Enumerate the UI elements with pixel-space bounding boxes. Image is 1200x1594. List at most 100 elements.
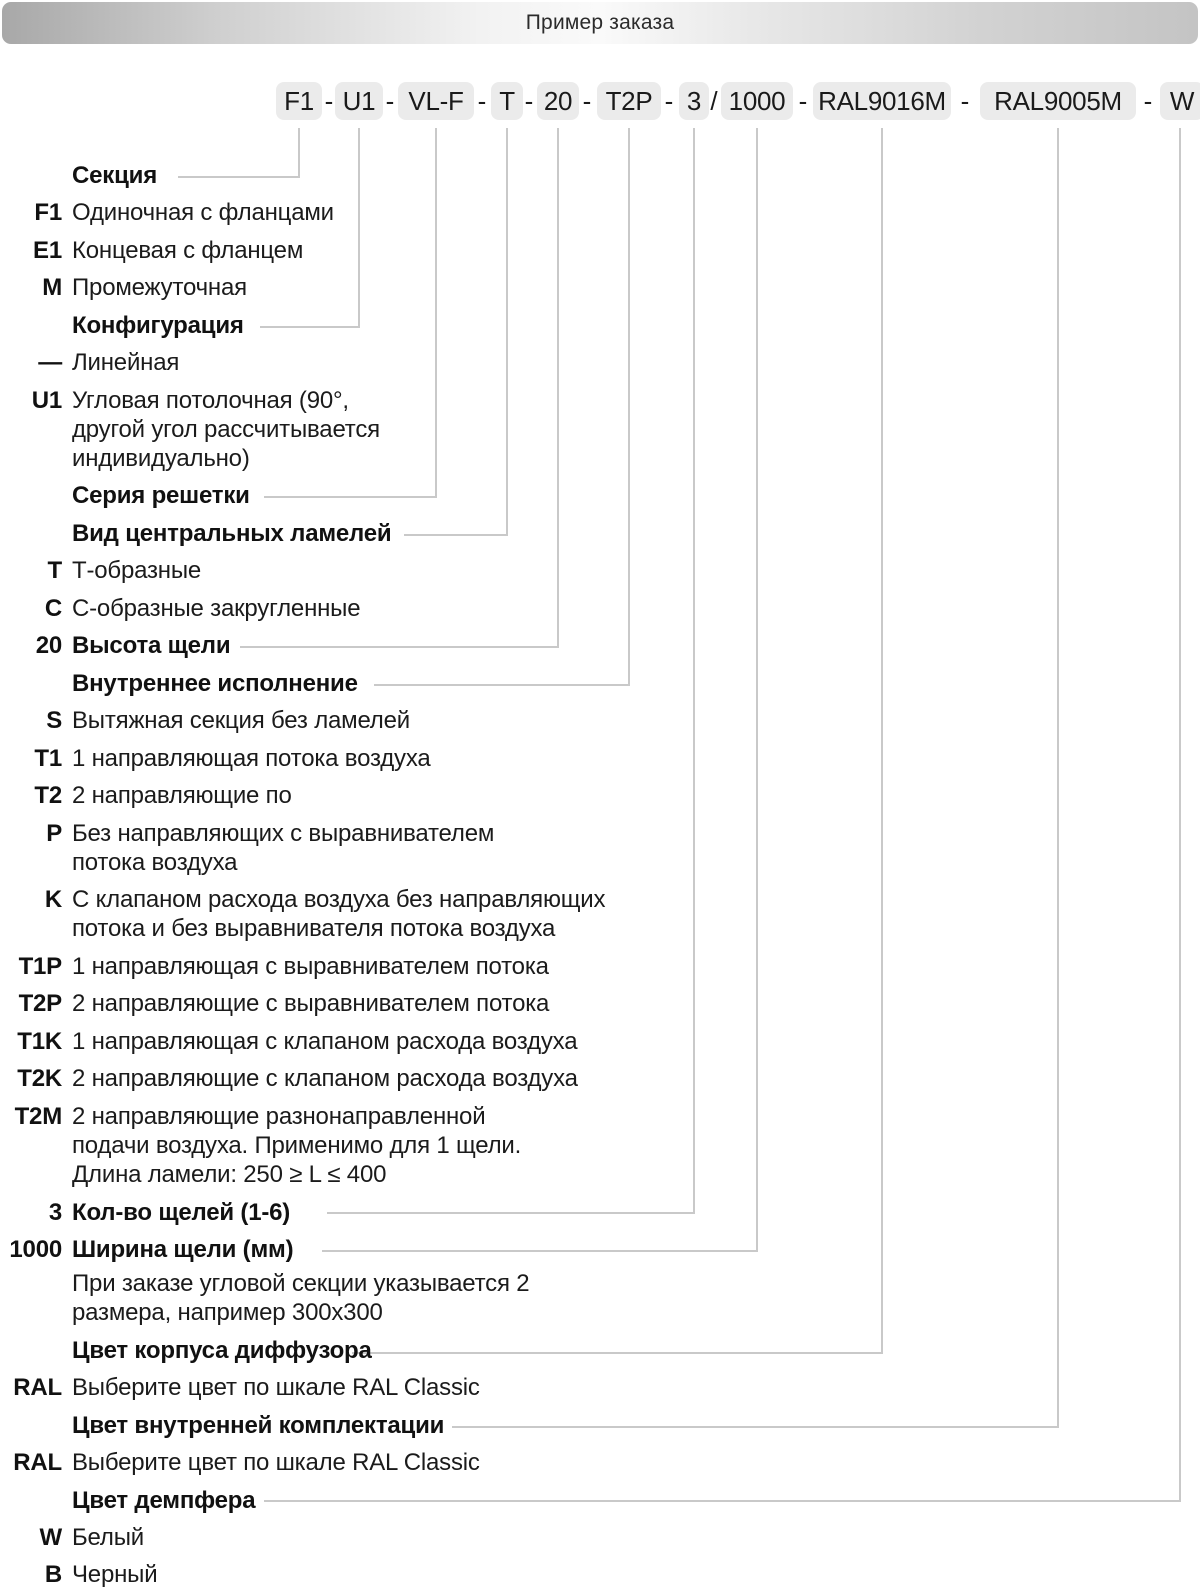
- code-box-inner: T2P: [597, 82, 661, 120]
- connector-line-slot-width: [322, 128, 758, 1252]
- legend-text: Выберите цвет по шкале RAL Classic: [72, 1374, 480, 1401]
- legend-row: — Линейная: [0, 348, 1200, 378]
- legend-row: C С-образные закругленные: [0, 594, 1200, 624]
- legend-row: RAL Выберите цвет по шкале RAL Classic: [0, 1373, 1200, 1403]
- code-box-lamella: T: [491, 82, 523, 120]
- legend-code: F1: [34, 199, 62, 226]
- connector-line-series: [264, 128, 437, 498]
- code-separator: -: [798, 85, 808, 116]
- code-box-series: VL-F: [398, 82, 474, 120]
- legend-row: T Т-образные: [0, 556, 1200, 586]
- legend-text: Серия решетки: [72, 482, 250, 509]
- legend-row-continuation: Длина ламели: 250 ≥ L ≤ 400: [0, 1160, 1200, 1190]
- legend-text: Угловая потолочная (90°,: [72, 387, 349, 414]
- legend-row-continuation: другой угол рассчитывается: [0, 415, 1200, 445]
- code-box-damper: W: [1160, 82, 1200, 120]
- code-separator: -: [524, 85, 534, 116]
- legend-code: T2K: [17, 1065, 62, 1092]
- legend-text: Одиночная с фланцами: [72, 199, 334, 226]
- legend-row: U1 Угловая потолочная (90°,: [0, 386, 1200, 416]
- legend-heading-row: Цвет корпуса диффузора: [0, 1336, 1200, 1366]
- connector-line-damper-color: [264, 128, 1181, 1502]
- legend-text: При заказе угловой секции указывается 2: [72, 1270, 530, 1297]
- code-separator: -: [664, 85, 674, 116]
- legend-text: Конфигурация: [72, 312, 244, 339]
- connector-line-inner-color: [452, 128, 1059, 1428]
- code-box-config: U1: [335, 82, 383, 120]
- legend-text: Цвет демпфера: [72, 1487, 256, 1514]
- legend-text: другой угол рассчитывается: [72, 416, 380, 443]
- legend-text: 2 направляющие с клапаном расхода воздух…: [72, 1065, 578, 1092]
- legend-text: Линейная: [72, 349, 180, 376]
- page-title: Пример заказа: [525, 11, 675, 34]
- legend-code: P: [46, 820, 62, 847]
- code-separator: -: [582, 85, 592, 116]
- connector-line-lamella-type: [404, 128, 508, 536]
- code-separator: -: [1143, 85, 1153, 116]
- legend-heading-row: 3 Кол-во щелей (1-6): [0, 1198, 1200, 1228]
- legend-text: Цвет корпуса диффузора: [72, 1337, 372, 1364]
- legend-text: Кол-во щелей (1-6): [72, 1199, 291, 1226]
- legend-note-row: При заказе угловой секции указывается 2: [0, 1269, 1200, 1299]
- code-box-body-color: RAL9016M: [813, 82, 951, 120]
- legend-text: потока воздуха: [72, 849, 238, 876]
- legend-heading-row: Вид центральных ламелей: [0, 519, 1200, 549]
- legend-heading-row: 20 Высота щели: [0, 631, 1200, 661]
- legend-heading-row: 1000 Ширина щели (мм): [0, 1235, 1200, 1265]
- legend-text: Высота щели: [72, 632, 231, 659]
- legend-row: T1K 1 направляющая с клапаном расхода воз…: [0, 1027, 1200, 1057]
- legend-text: Ширина щели (мм): [72, 1236, 294, 1263]
- legend-code: T2M: [14, 1103, 63, 1130]
- legend-heading-row: Конфигурация: [0, 311, 1200, 341]
- legend-row-continuation: потока воздуха: [0, 848, 1200, 878]
- connector-line-body-color: [352, 128, 883, 1354]
- legend-row: T2M 2 направляющие разнонаправленной: [0, 1102, 1200, 1132]
- legend-text: Выберите цвет по шкале RAL Classic: [72, 1449, 480, 1476]
- legend-heading-row: Серия решетки: [0, 481, 1200, 511]
- code-box-height: 20: [537, 82, 579, 120]
- code-box-slots: 3: [679, 82, 709, 120]
- legend-text: 2 направляющие по: [72, 782, 292, 809]
- legend-text: 2 направляющие разнонаправленной: [72, 1103, 486, 1130]
- legend-text: подачи воздуха. Применимо для 1 щели.: [72, 1132, 522, 1159]
- legend-heading-row: Цвет демпфера: [0, 1486, 1200, 1516]
- legend-row: T1 1 направляющая потока воздуха: [0, 744, 1200, 774]
- legend-code: M: [42, 274, 62, 301]
- legend-code: RAL: [13, 1374, 62, 1401]
- legend-code: 20: [35, 632, 62, 659]
- connector-line-slot-count: [327, 128, 695, 1214]
- section-title-bar: Пример заказа: [2, 2, 1198, 44]
- legend-text: Длина ламели: 250 ≥ L ≤ 400: [72, 1161, 387, 1188]
- legend-row: T2 2 направляющие по: [0, 781, 1200, 811]
- legend-text: 2 направляющие с выравнивателем потока: [72, 990, 550, 1017]
- legend-code: W: [39, 1524, 63, 1551]
- legend-text: Секция: [72, 162, 158, 189]
- legend-text: Черный: [72, 1561, 158, 1588]
- legend-text: потока и без выравнивателя потока воздух…: [72, 915, 556, 942]
- code-separator: -: [477, 85, 487, 116]
- legend-code: T1P: [18, 953, 63, 980]
- legend-text: Белый: [72, 1524, 144, 1551]
- legend-code: B: [44, 1561, 62, 1588]
- legend-text: 1 направляющая с клапаном расхода воздух…: [72, 1028, 578, 1055]
- legend-code: T1: [34, 745, 62, 772]
- legend-row: F1 Одиночная с фланцами: [0, 198, 1200, 228]
- legend-row: T2P 2 направляющие с выравнивателем поток…: [0, 989, 1200, 1019]
- legend-row: T2K 2 направляющие с клапаном расхода воз…: [0, 1064, 1200, 1094]
- legend-code: —: [38, 349, 62, 376]
- connector-line-configuration: [260, 128, 360, 328]
- legend-heading-row: Секция: [0, 161, 1200, 191]
- code-separator: /: [710, 85, 718, 116]
- legend-text: С-образные закругленные: [72, 595, 361, 622]
- code-separator: -: [960, 85, 970, 116]
- legend-row: T1P 1 направляющая с выравнивателем поток…: [0, 952, 1200, 982]
- legend-code: T2: [34, 782, 62, 809]
- legend-text: Т-образные: [72, 557, 202, 584]
- legend-code: T: [47, 557, 63, 584]
- code-separator: -: [324, 85, 334, 116]
- legend-row: S Вытяжная секция без ламелей: [0, 706, 1200, 736]
- legend-row: K С клапаном расхода воздуха без направля…: [0, 885, 1200, 915]
- legend-row: W Белый: [0, 1523, 1200, 1553]
- connector-line-slot-height: [240, 128, 559, 648]
